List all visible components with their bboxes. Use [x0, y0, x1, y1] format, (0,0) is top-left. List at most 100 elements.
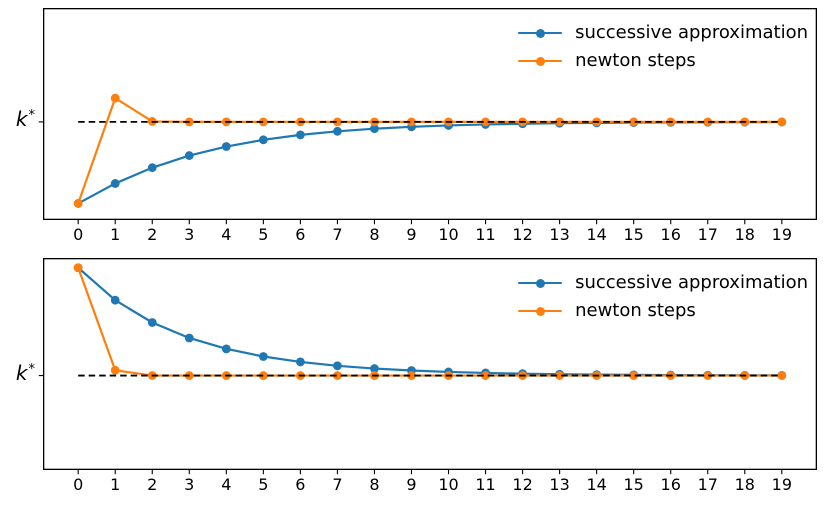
x-tick-label: 19	[771, 225, 792, 244]
legend-line-marker-swatch	[518, 56, 563, 66]
x-tick-marks	[77, 220, 783, 225]
data-point-marker	[147, 163, 157, 173]
data-point-marker	[73, 199, 83, 208]
x-tick-label: 4	[221, 225, 232, 244]
legend-marker-dot	[535, 56, 545, 66]
x-tick-label: 18	[734, 225, 755, 244]
data-point-marker	[147, 318, 157, 327]
plot-area-top	[38, 7, 818, 225]
legend-entry-successive-approximation: successive approximation	[518, 19, 808, 47]
data-point-marker	[333, 126, 342, 136]
k-star-label-base: k	[15, 106, 28, 131]
data-point-marker	[221, 344, 231, 354]
legend-entry-newton-steps: newton steps	[518, 47, 808, 75]
legend-bottom: successive approximation newton steps	[518, 269, 808, 325]
k-star-label-base: k	[15, 360, 28, 385]
data-point-marker	[333, 371, 342, 380]
x-tick-label: 14	[586, 225, 607, 244]
legend-label: successive approximation	[575, 272, 808, 293]
x-tick-label: 11	[475, 225, 496, 244]
legend-marker-dot	[535, 28, 545, 38]
axes-spines	[42, 7, 818, 220]
series-successive-approximation	[73, 117, 787, 208]
x-tick-label: 15	[623, 225, 644, 244]
axes-spines	[42, 257, 818, 470]
data-point-marker	[407, 371, 416, 380]
legend-line-marker-swatch	[518, 278, 563, 288]
x-tick-label: 2	[147, 225, 158, 244]
x-tick-label: 11	[475, 475, 496, 494]
x-tick-label: 10	[438, 225, 459, 244]
x-tick-marks	[77, 470, 783, 475]
x-tick-label: 8	[369, 225, 380, 244]
data-point-marker	[258, 117, 268, 127]
legend-label: newton steps	[575, 300, 696, 321]
x-tick-label: 7	[332, 225, 343, 244]
data-point-marker	[110, 93, 120, 103]
y-axis-label-bottom: k*	[0, 362, 35, 384]
subplot-top: 0 1 2 3 4 5 6 7 8 9 10 11 12 13 14 15 16 17 18 19 k* succes…	[16, 7, 818, 243]
x-tick-label: 7	[332, 475, 343, 494]
legend-top: successive approximation newton steps	[518, 19, 808, 75]
x-tick-label: 4	[221, 475, 232, 494]
x-tick-label: 12	[512, 225, 533, 244]
x-tick-label: 2	[147, 475, 158, 494]
x-tick-label: 3	[184, 475, 195, 494]
data-point-marker	[221, 142, 231, 151]
x-tick-label: 1	[110, 475, 121, 494]
data-point-marker	[370, 124, 379, 134]
data-point-marker	[110, 179, 120, 188]
series-newton-steps	[73, 93, 787, 208]
x-tick-label: 19	[771, 475, 792, 494]
x-tick-label: 5	[258, 225, 269, 244]
data-point-marker	[629, 371, 639, 380]
data-point-marker	[703, 371, 713, 380]
data-point-marker	[184, 151, 194, 160]
legend-marker-dot	[535, 306, 545, 316]
legend-entry-newton-steps: newton steps	[518, 297, 808, 325]
x-tick-label: 17	[697, 475, 718, 494]
plot-area-bottom	[38, 257, 818, 475]
data-point-marker	[333, 117, 342, 127]
data-point-marker	[73, 263, 83, 273]
k-star-label-sup: *	[28, 361, 36, 377]
data-point-marker	[481, 371, 490, 380]
legend-line-marker-swatch	[518, 28, 563, 38]
x-tick-label: 1	[110, 225, 121, 244]
legend-label: successive approximation	[575, 22, 808, 43]
legend-marker-dot	[535, 278, 545, 288]
x-tick-label: 6	[295, 225, 306, 244]
data-point-marker	[110, 365, 120, 375]
data-point-marker	[258, 371, 268, 380]
x-tick-label: 10	[438, 475, 459, 494]
legend-label: newton steps	[575, 50, 696, 71]
x-tick-label: 13	[549, 475, 570, 494]
data-point-marker	[703, 117, 713, 127]
x-tick-label: 15	[623, 475, 644, 494]
data-point-marker	[184, 333, 194, 343]
x-tick-label: 3	[184, 225, 195, 244]
data-point-marker	[629, 117, 639, 127]
x-tick-label: 0	[73, 475, 84, 494]
data-point-marker	[555, 117, 565, 127]
data-point-marker	[258, 135, 268, 145]
data-point-marker	[295, 357, 305, 367]
x-tick-label: 12	[512, 475, 533, 494]
x-tick-label: 9	[406, 475, 417, 494]
subplot-bottom: 0 1 2 3 4 5 6 7 8 9 10 11 12 13 14 15 16 17 18 19 k* succes…	[16, 257, 818, 493]
x-tick-label: 8	[369, 475, 380, 494]
x-tick-label: 0	[73, 225, 84, 244]
k-star-label-sup: *	[28, 108, 36, 124]
data-point-marker	[110, 295, 120, 305]
data-point-marker	[481, 117, 490, 127]
x-tick-label: 14	[586, 475, 607, 494]
x-tick-label: 16	[660, 475, 681, 494]
data-point-marker	[333, 361, 342, 371]
x-tick-label: 17	[697, 225, 718, 244]
data-point-marker	[258, 352, 268, 361]
legend-entry-successive-approximation: successive approximation	[518, 269, 808, 297]
legend-line-marker-swatch	[518, 306, 563, 316]
x-tick-label: 6	[295, 475, 306, 494]
series-line	[77, 96, 783, 205]
